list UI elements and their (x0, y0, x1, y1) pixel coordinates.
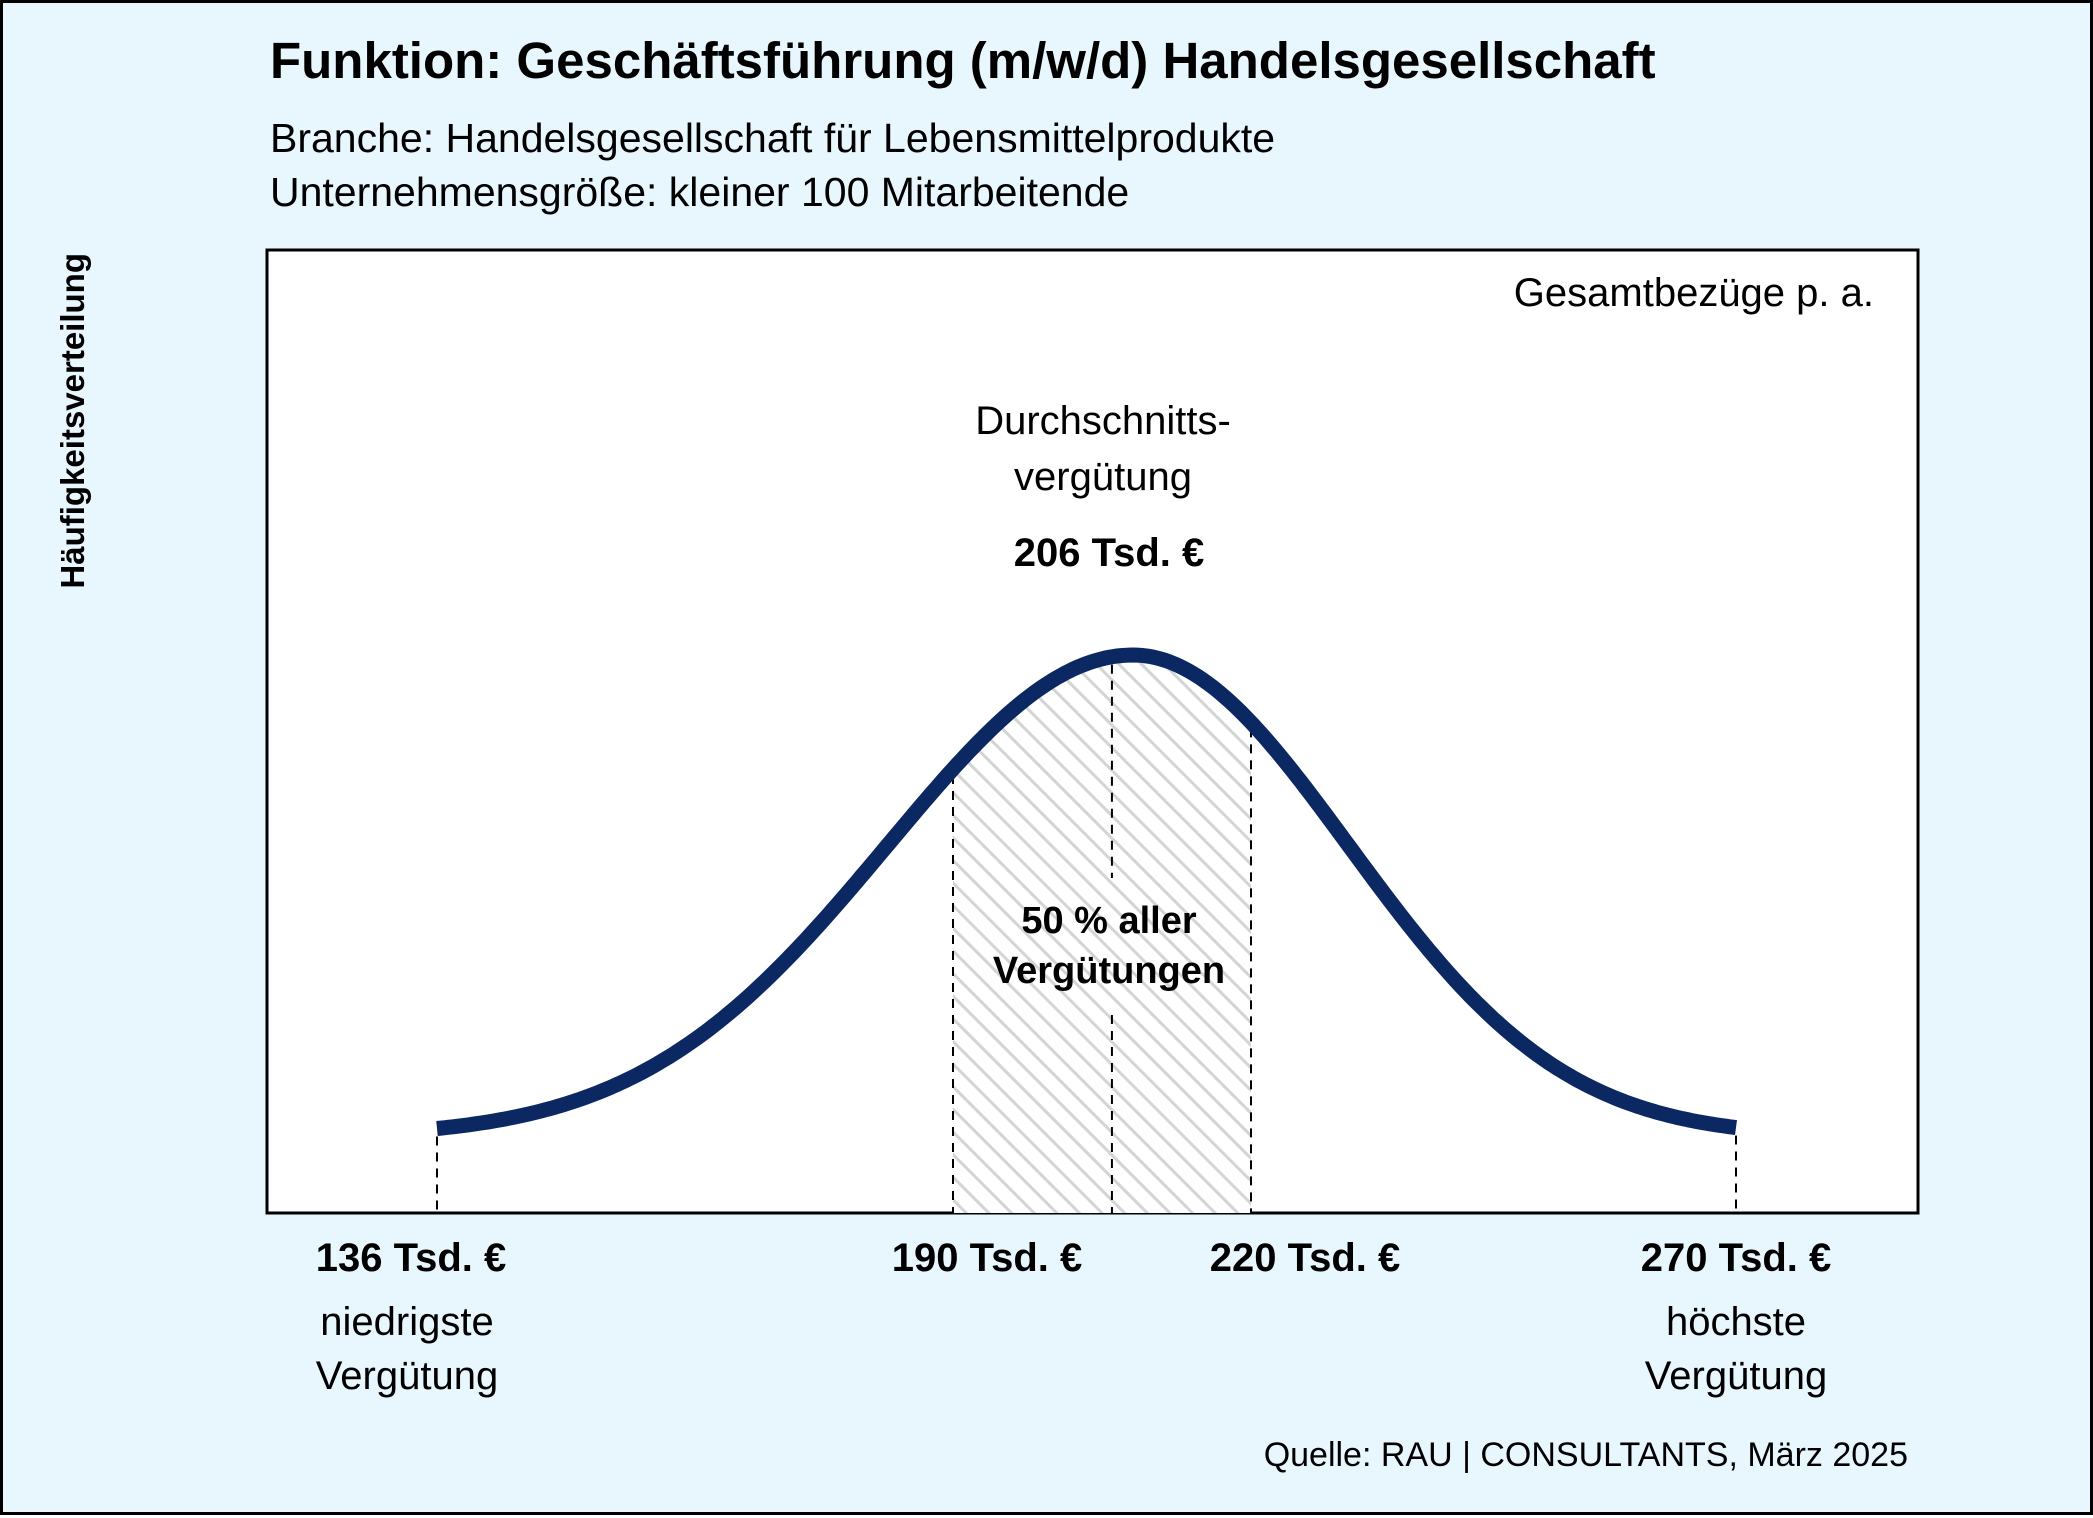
tick-label-min: 136 Tsd. € (315, 1236, 507, 1280)
average-label-line1: Durchschnitts- (975, 399, 1231, 443)
band-label-line1: 50 % aller (1021, 900, 1197, 942)
tick-label-q1: 190 Tsd. € (891, 1236, 1083, 1280)
source-note: Quelle: RAU | CONSULTANTS, März 2025 (1263, 1436, 1908, 1474)
x-axis-unit-label: Gesamtbezüge p. a. (1513, 271, 1874, 315)
tick-label-q3: 220 Tsd. € (1209, 1236, 1401, 1280)
tick-label-max: 270 Tsd. € (1640, 1236, 1832, 1280)
chart-subtitle-company-size: Unternehmensgröße: kleiner 100 Mitarbeit… (270, 169, 1130, 215)
chart-title: Funktion: Geschäftsführung (m/w/d) Hande… (270, 32, 1656, 89)
band-label: 50 % aller Vergütungen (993, 896, 1225, 996)
average-label-line2: vergütung (1014, 455, 1192, 499)
interquartile-band (953, 655, 1251, 1213)
tick-description-min: niedrigste Vergütung (315, 1300, 499, 1398)
tick-description-max: höchste Vergütung (1644, 1300, 1828, 1398)
average-label: Durchschnitts- vergütung (975, 393, 1231, 505)
chart-subtitle-branch: Branche: Handelsgesellschaft für Lebensm… (270, 115, 1276, 161)
distribution-chart (265, 248, 1920, 1215)
distribution-curve (436, 647, 1737, 1136)
band-label-line2: Vergütungen (992, 950, 1226, 992)
average-value: 206 Tsd. € (1013, 531, 1205, 575)
